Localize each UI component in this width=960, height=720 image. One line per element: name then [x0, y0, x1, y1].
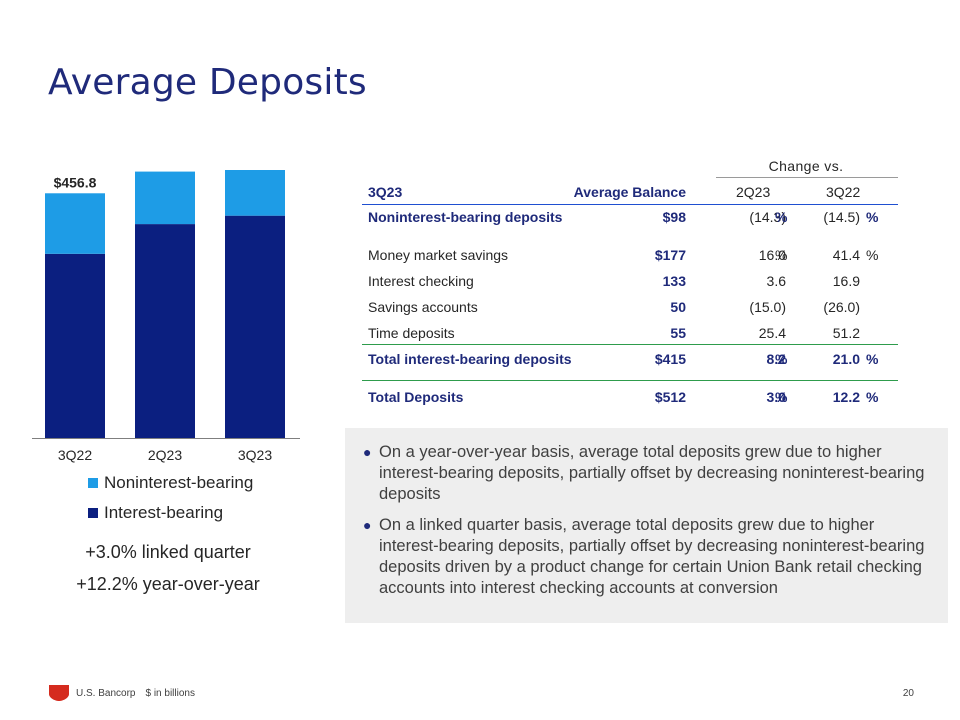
row-change-3q22: 51.2 — [832, 325, 860, 341]
row-change-3q22: 12.2 — [832, 389, 860, 405]
change-vs-header: Change vs. — [768, 158, 844, 174]
row-change-3q22: 41.4 — [832, 247, 860, 263]
bar-interest-bearing-3q22 — [45, 253, 105, 438]
legend-swatch-interest — [88, 508, 98, 518]
footnote: $ in billions — [145, 687, 195, 699]
row-balance: 50 — [670, 299, 686, 315]
total-label-3q22: $456.8 — [54, 174, 97, 190]
brand-name: U.S. Bancorp — [76, 687, 136, 699]
row-change-2q23: 25.4 — [758, 325, 786, 341]
bullet-icon: ● — [363, 444, 372, 460]
row-balance: $177 — [654, 247, 686, 263]
header-3q22: 3Q22 — [826, 184, 861, 200]
table-rule — [362, 380, 898, 381]
bar-interest-bearing-2q23 — [135, 224, 195, 438]
legend-item-interest: Interest-bearing — [88, 498, 253, 528]
header-2q23: 2Q23 — [736, 184, 771, 200]
row-label: Money market savings — [368, 247, 509, 263]
row-pct-2q23: % — [775, 247, 788, 263]
bar-interest-bearing-3q23 — [225, 215, 285, 438]
row-balance: $415 — [654, 351, 686, 367]
row-pct-2q23: % — [775, 351, 788, 367]
table-header-row: 3Q23 Average Balance 2Q23 3Q22 — [362, 184, 898, 205]
table-row: Money market savings $177 16.0 % 41.4 % — [362, 247, 898, 269]
row-label: Time deposits — [368, 325, 455, 341]
legend-label-interest: Interest-bearing — [104, 503, 224, 522]
row-pct-3q22: % — [866, 351, 879, 367]
row-balance: 55 — [670, 325, 686, 341]
category-label-3q23: 3Q23 — [238, 447, 272, 463]
row-change-3q22: (14.5) — [823, 209, 860, 225]
row-pct-2q23: % — [775, 209, 788, 225]
legend-swatch-noninterest — [88, 478, 98, 488]
table-row: Interest checking 133 3.6 16.9 — [362, 273, 898, 295]
category-label-2q23: 2Q23 — [148, 447, 182, 463]
row-change-2q23: (15.0) — [749, 299, 786, 315]
bar-noninterest-bearing-3q22 — [45, 193, 105, 254]
row-label: Total interest-bearing deposits — [368, 351, 572, 367]
table-row: Noninterest-bearing deposits $98 (14.3) … — [362, 209, 898, 231]
usbank-shield-logo — [49, 685, 69, 701]
commentary-box: ● On a year-over-year basis, average tot… — [345, 428, 948, 623]
row-pct-3q22: % — [866, 247, 879, 263]
row-change-3q22: (26.0) — [823, 299, 860, 315]
page-number: 20 — [902, 688, 914, 699]
header-period: 3Q23 — [368, 184, 403, 200]
bullet-text: On a year-over-year basis, average total… — [379, 443, 925, 503]
change-header-rule — [716, 177, 898, 178]
row-change-2q23: 8.2 — [766, 351, 786, 367]
row-balance: $98 — [662, 209, 686, 225]
row-pct-3q22: % — [866, 389, 879, 405]
commentary-bullet: ● On a linked quarter basis, average tot… — [359, 515, 934, 599]
table-row: Time deposits 55 25.4 51.2 — [362, 325, 898, 347]
bullet-icon: ● — [363, 517, 372, 533]
row-change-2q23: 16.0 — [758, 247, 786, 263]
row-change-3q22: 21.0 — [832, 351, 860, 367]
commentary-bullet: ● On a year-over-year basis, average tot… — [359, 442, 934, 505]
row-label: Total Deposits — [368, 389, 464, 405]
category-label-3q22: 3Q22 — [58, 447, 92, 463]
legend-label-noninterest: Noninterest-bearing — [104, 473, 254, 492]
row-change-3q22: 16.9 — [832, 273, 860, 289]
year-over-year-growth: +12.2% year-over-year — [76, 574, 260, 594]
chart-legend: Noninterest-bearing Interest-bearing — [88, 468, 253, 528]
table-row: Total Deposits $512 3.0 % 12.2 % — [362, 389, 898, 411]
row-label: Savings accounts — [368, 299, 478, 315]
row-change-2q23: 3.0 — [766, 389, 786, 405]
table-rule — [362, 344, 898, 345]
row-label: Interest checking — [368, 273, 474, 289]
header-average-balance: Average Balance — [573, 184, 686, 200]
bullet-text: On a linked quarter basis, average total… — [379, 516, 925, 597]
row-label: Noninterest-bearing deposits — [368, 209, 563, 225]
bar-noninterest-bearing-2q23 — [135, 171, 195, 225]
table-row: Savings accounts 50 (15.0) (26.0) — [362, 299, 898, 321]
bar-noninterest-bearing-3q23 — [225, 170, 285, 216]
row-balance: 133 — [662, 273, 686, 289]
row-pct-3q22: % — [866, 209, 879, 225]
row-change-2q23: (14.3) — [749, 209, 786, 225]
page-title: Average Deposits — [48, 62, 367, 103]
linked-quarter-growth: +3.0% linked quarter — [85, 542, 251, 562]
row-balance: $512 — [654, 389, 686, 405]
row-pct-2q23: % — [775, 389, 788, 405]
legend-item-noninterest: Noninterest-bearing — [88, 468, 253, 498]
row-change-2q23: 3.6 — [766, 273, 786, 289]
footer: U.S. Bancorp $ in billions — [48, 684, 195, 702]
table-row: Total interest-bearing deposits $415 8.2… — [362, 351, 898, 373]
